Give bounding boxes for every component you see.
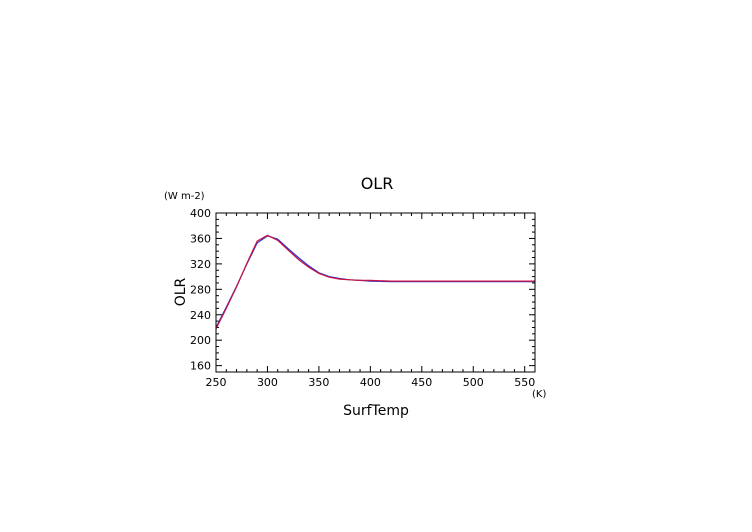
x-axis-title: SurfTemp bbox=[343, 403, 409, 419]
y-axis-unit: (W m-2) bbox=[164, 191, 205, 202]
chart-title: OLR bbox=[361, 174, 394, 193]
y-tick-label: 400 bbox=[190, 207, 211, 220]
y-axis-title: OLR bbox=[173, 277, 189, 306]
x-tick-label: 550 bbox=[514, 376, 535, 389]
x-tick-label: 500 bbox=[463, 376, 484, 389]
axis-ticks: 250 300 350 400 450 500 550 160 200 240 280 320 360 4… bbox=[190, 207, 536, 389]
y-tick-label: 280 bbox=[190, 283, 211, 296]
x-axis-unit: (K) bbox=[532, 389, 546, 400]
x-tick-label: 400 bbox=[360, 376, 381, 389]
x-tick-label: 450 bbox=[411, 376, 432, 389]
y-tick-label: 200 bbox=[190, 334, 211, 347]
y-tick-label: 160 bbox=[190, 360, 211, 373]
x-tick-label: 300 bbox=[257, 376, 278, 389]
x-tick-label: 250 bbox=[206, 376, 227, 389]
y-tick-label: 320 bbox=[190, 258, 211, 271]
series-lines bbox=[215, 234, 535, 330]
y-tick-label: 240 bbox=[190, 309, 211, 322]
series-line-2 bbox=[215, 234, 535, 330]
plot-frame bbox=[215, 212, 536, 373]
y-tick-label: 360 bbox=[190, 232, 211, 245]
x-tick-label: 350 bbox=[308, 376, 329, 389]
